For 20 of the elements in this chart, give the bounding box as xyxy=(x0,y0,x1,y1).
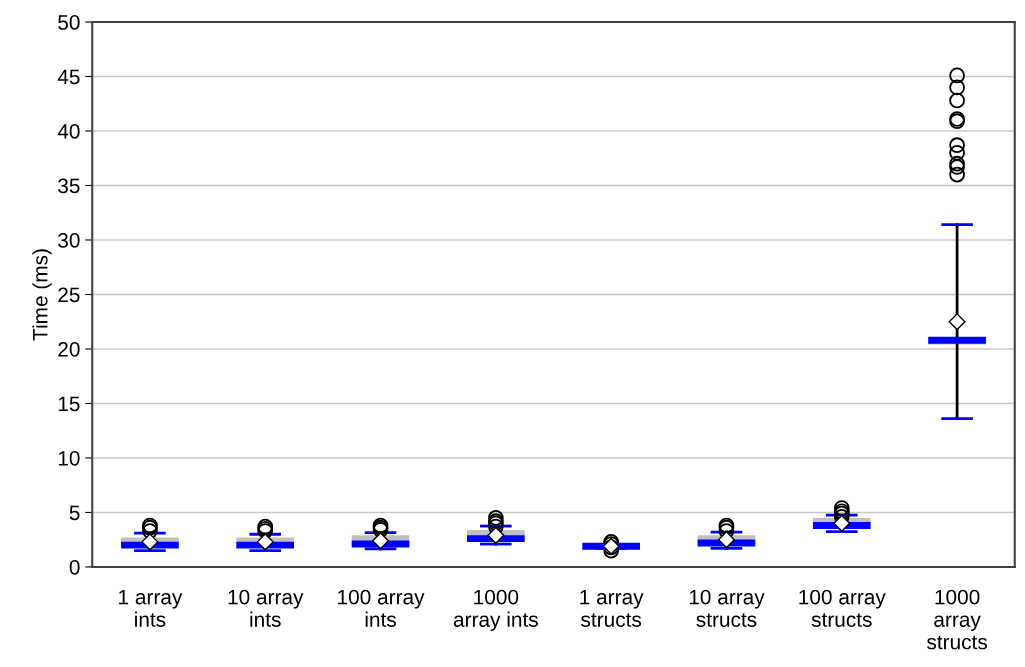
x-tick-label: 100 array ints xyxy=(338,589,425,627)
y-tick-label: 10 xyxy=(58,450,80,466)
y-axis-title: Time (ms) xyxy=(32,249,52,341)
y-tick-label: 45 xyxy=(57,69,80,85)
y-tick-label: 50 xyxy=(58,15,80,30)
y-tick-label: 5 xyxy=(69,505,80,521)
x-tick-label: 10 array structs xyxy=(689,589,765,627)
y-tick-label: 30 xyxy=(58,232,80,248)
x-tick-label: 1 array ints xyxy=(119,589,183,627)
y-tick-label: 40 xyxy=(57,124,80,139)
x-tick-label: 1000 array ints xyxy=(453,589,538,632)
x-tick-label: 10 array ints xyxy=(228,589,304,627)
y-tick-label: 25 xyxy=(58,287,80,303)
x-tick-label: 1000 array structs xyxy=(927,589,988,650)
x-tick-label: 1 array structs xyxy=(580,589,644,627)
y-tick-label: 20 xyxy=(58,341,80,357)
y-tick-label: 0 xyxy=(69,559,80,575)
y-tick-label: 35 xyxy=(58,178,80,194)
y-tick-label: 15 xyxy=(58,396,80,412)
x-tick-label: 100 array structs xyxy=(799,589,886,627)
